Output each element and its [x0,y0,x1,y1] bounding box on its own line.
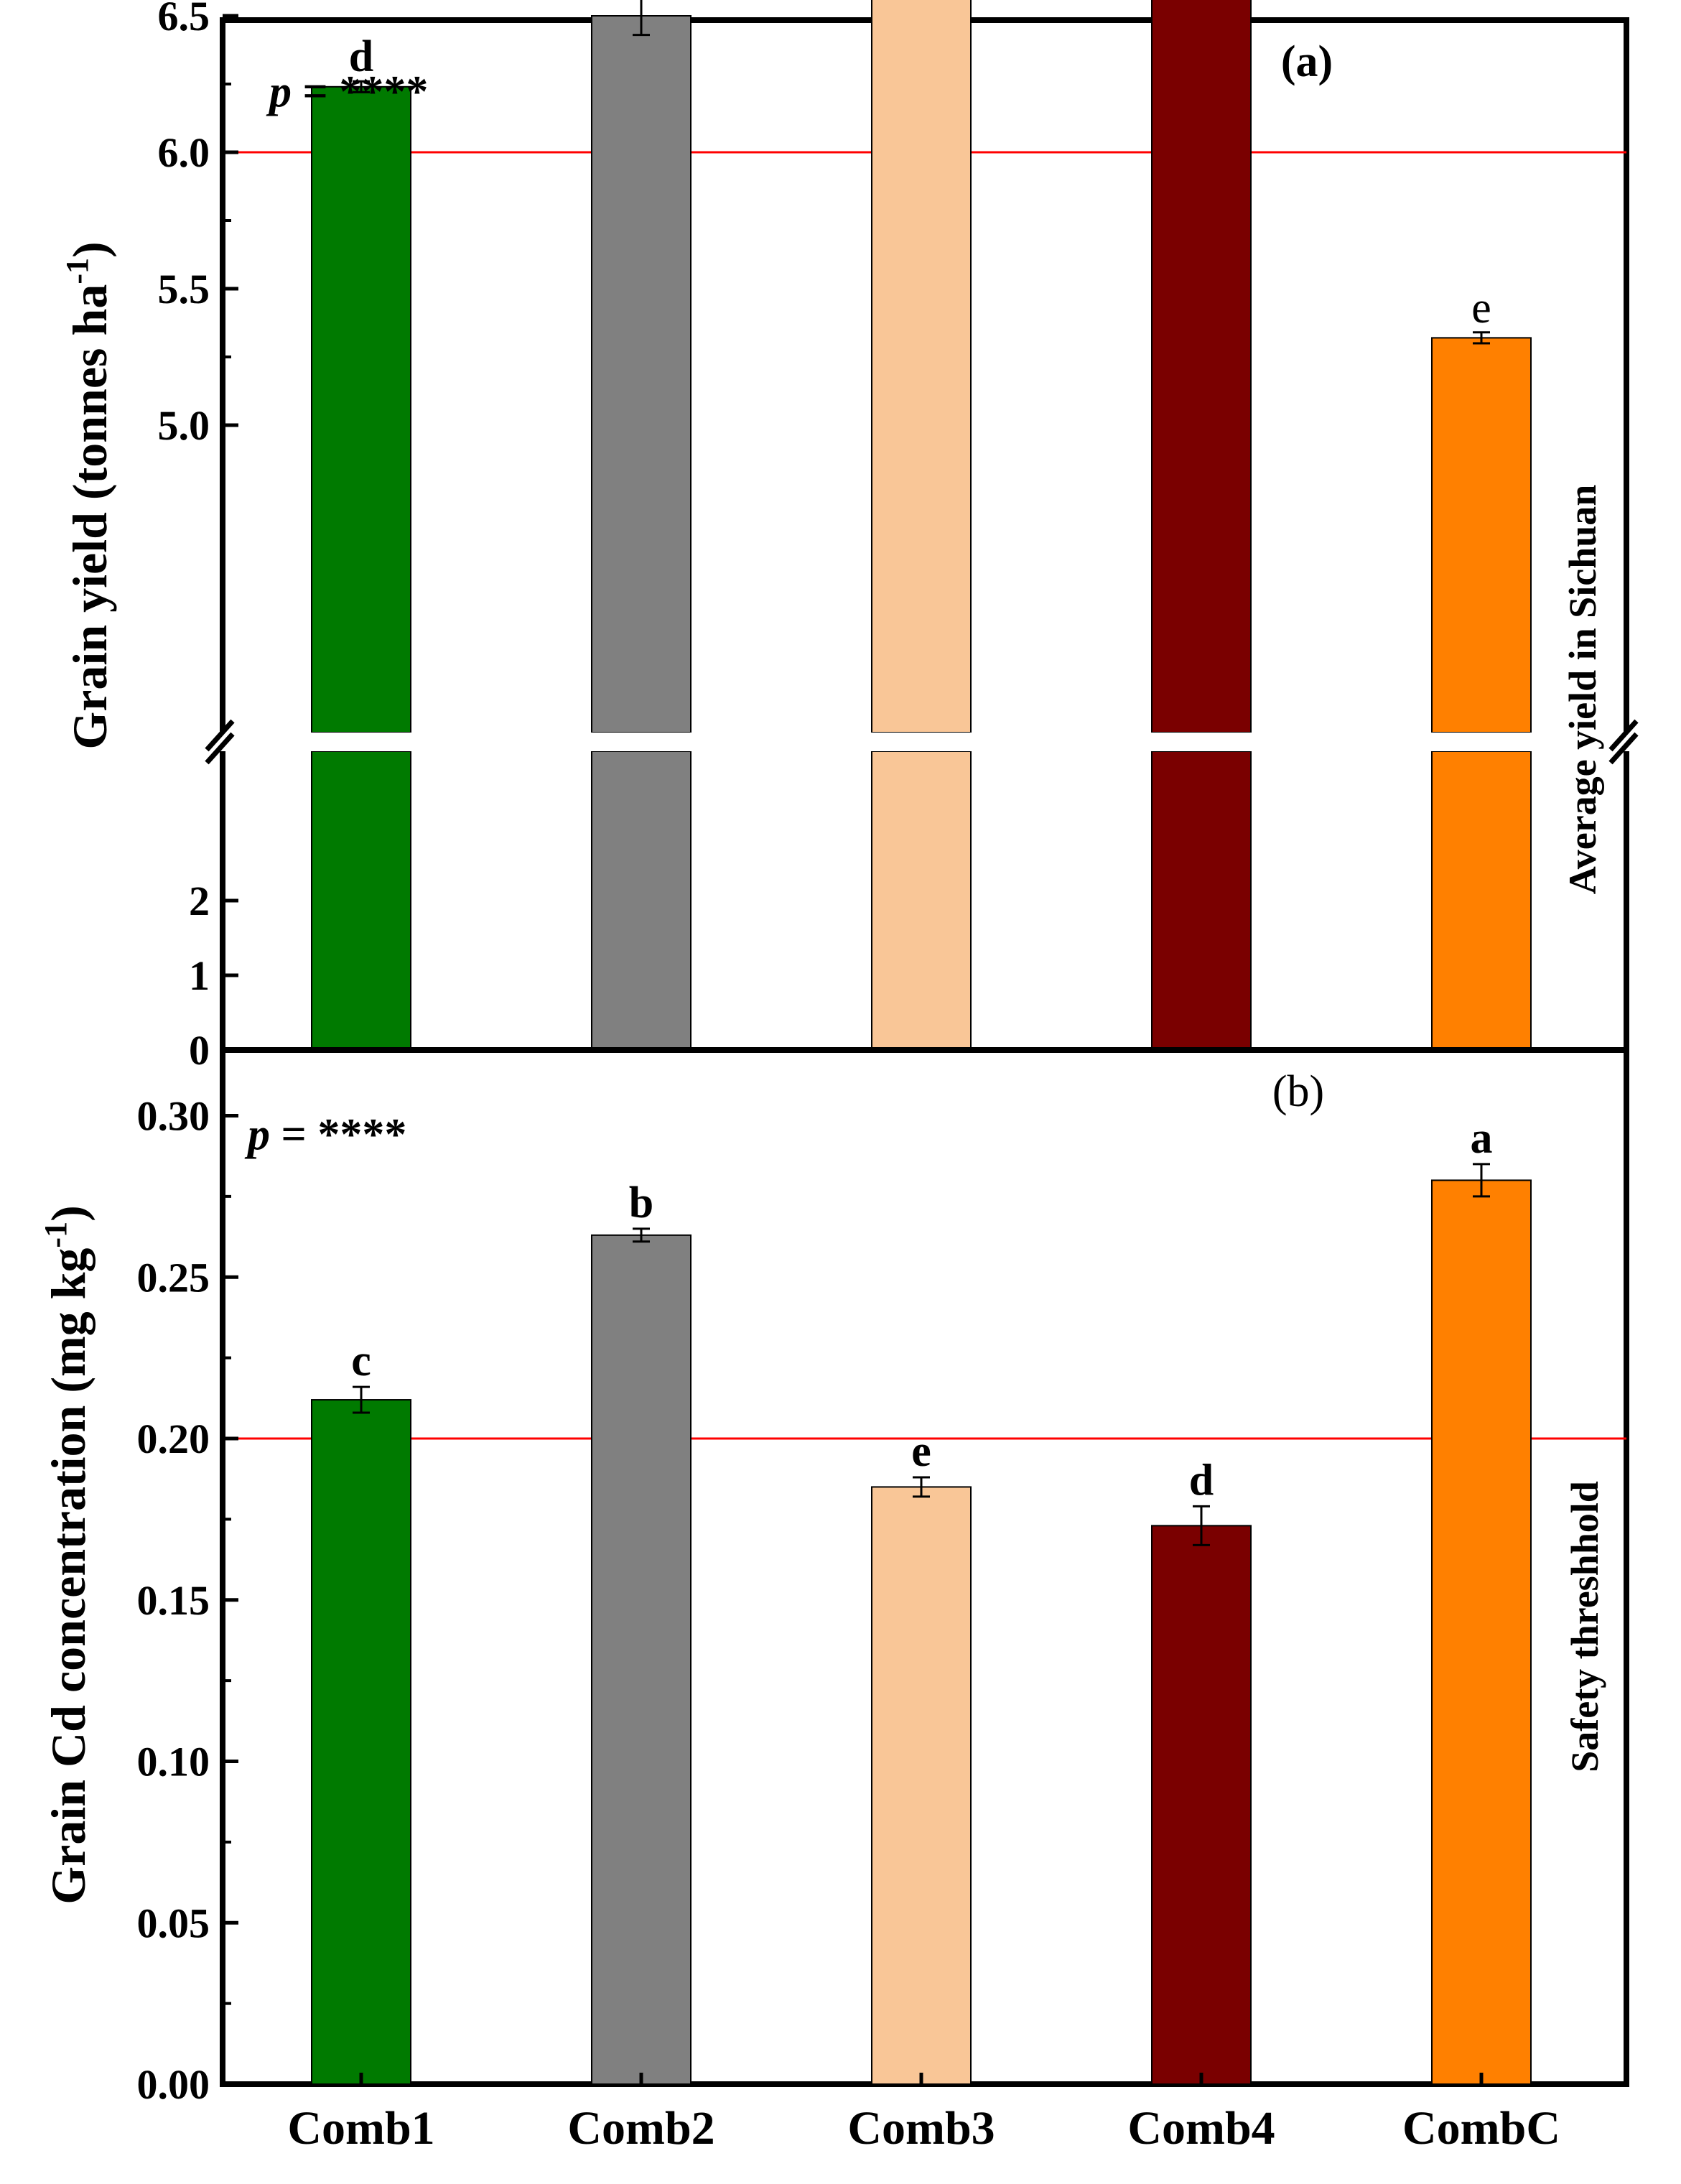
panel-b-sig-letter-Comb2: b [629,1179,653,1227]
panel-a-break-mark-left-2 [205,732,235,765]
panel-a-ytick-label-2: 2 [189,878,210,924]
panel-b-p-value: p = **** [244,1110,406,1159]
panel-b-sig-letter-Comb3: e [911,1427,931,1476]
panel-a-break-mark-right-2 [1608,732,1639,765]
panel-a-bar-CombC-lower [1431,751,1532,1051]
panel-a-sig-letter-Comb1: d [349,32,373,81]
panel-b-sig-letter-CombC: a [1471,1114,1493,1163]
panel-b-bar-Comb2 [591,1234,692,2085]
panel-b-bar-Comb4 [1151,1525,1252,2085]
panel-a-bar-Comb1-upper [311,85,411,734]
panel-a-break-mark-left-1 [205,719,235,752]
panel-b-bar-Comb3 [871,1486,972,2086]
panel-a-bar-Comb4-lower [1151,751,1252,1051]
panel-a-bar-Comb3-upper [871,0,972,733]
panel-a-y-axis-title: Grain yield (tonnes ha-1) [60,241,117,749]
panel-a-ytick-label-5.0: 5.0 [158,402,210,449]
panel-a-bar-Comb2-lower [591,751,692,1051]
panel-a-p-value: p = **** [266,68,428,116]
panel-a-ytick-label-0: 0 [189,1027,210,1074]
panel-a-tag: (a) [1281,37,1333,86]
panel-a-reference-label: Average yield in Sichuan [1561,485,1604,895]
x-category-label-Comb4: Comb4 [1127,2102,1275,2155]
panel-a-bar-Comb3-lower [871,751,972,1051]
panel-a-bar-Comb4-upper [1151,0,1252,733]
x-category-label-Comb2: Comb2 [567,2102,714,2155]
panel-a-break-mark-right-1 [1608,719,1639,752]
x-category-label-Comb3: Comb3 [847,2102,995,2155]
panel-b-ytick-label-0.25: 0.25 [137,1254,210,1301]
panel-b-bar-Comb1 [311,1399,411,2086]
panel-a-ytick-label-1: 1 [189,952,210,999]
panel-b-ytick-label-0.05: 0.05 [137,1900,210,1946]
panel-b-sig-letter-Comb1: c [351,1337,371,1385]
panel-a-bar-CombC-upper [1431,337,1532,733]
panel-b-bar-CombC [1431,1179,1532,2085]
panel-b-ytick-label-0.20: 0.20 [137,1416,210,1462]
panel-a-axis-break-gap [225,733,1624,751]
x-category-label-CombC: CombC [1402,2102,1560,2155]
panel-b-sig-letter-Comb4: d [1189,1456,1214,1505]
panel-b-y-axis-title: Grain Cd concentration (mg kg-1) [38,1205,96,1905]
panel-b-reference-label: Safety threshhold [1563,1481,1606,1772]
panel-b-ytick-label-0.15: 0.15 [137,1577,210,1624]
panel-b-ytick-label-0.30: 0.30 [137,1093,210,1140]
panel-a-ytick-label-6.0: 6.0 [158,129,210,176]
panel-b-tag: (b) [1272,1067,1324,1116]
panel-a-bar-Comb2-upper [591,15,692,733]
panel-a-ytick-label-5.5: 5.5 [158,266,210,312]
panel-b-ytick-label-0.00: 0.00 [137,2061,210,2108]
panel-b-ytick-label-0.10: 0.10 [137,1739,210,1785]
panel-a-sig-letter-CombC: e [1471,284,1491,333]
panel-a-bar-Comb1-lower [311,751,411,1051]
x-category-label-Comb1: Comb1 [287,2102,434,2155]
panel-a-ytick-label-6.5: 6.5 [158,0,210,40]
